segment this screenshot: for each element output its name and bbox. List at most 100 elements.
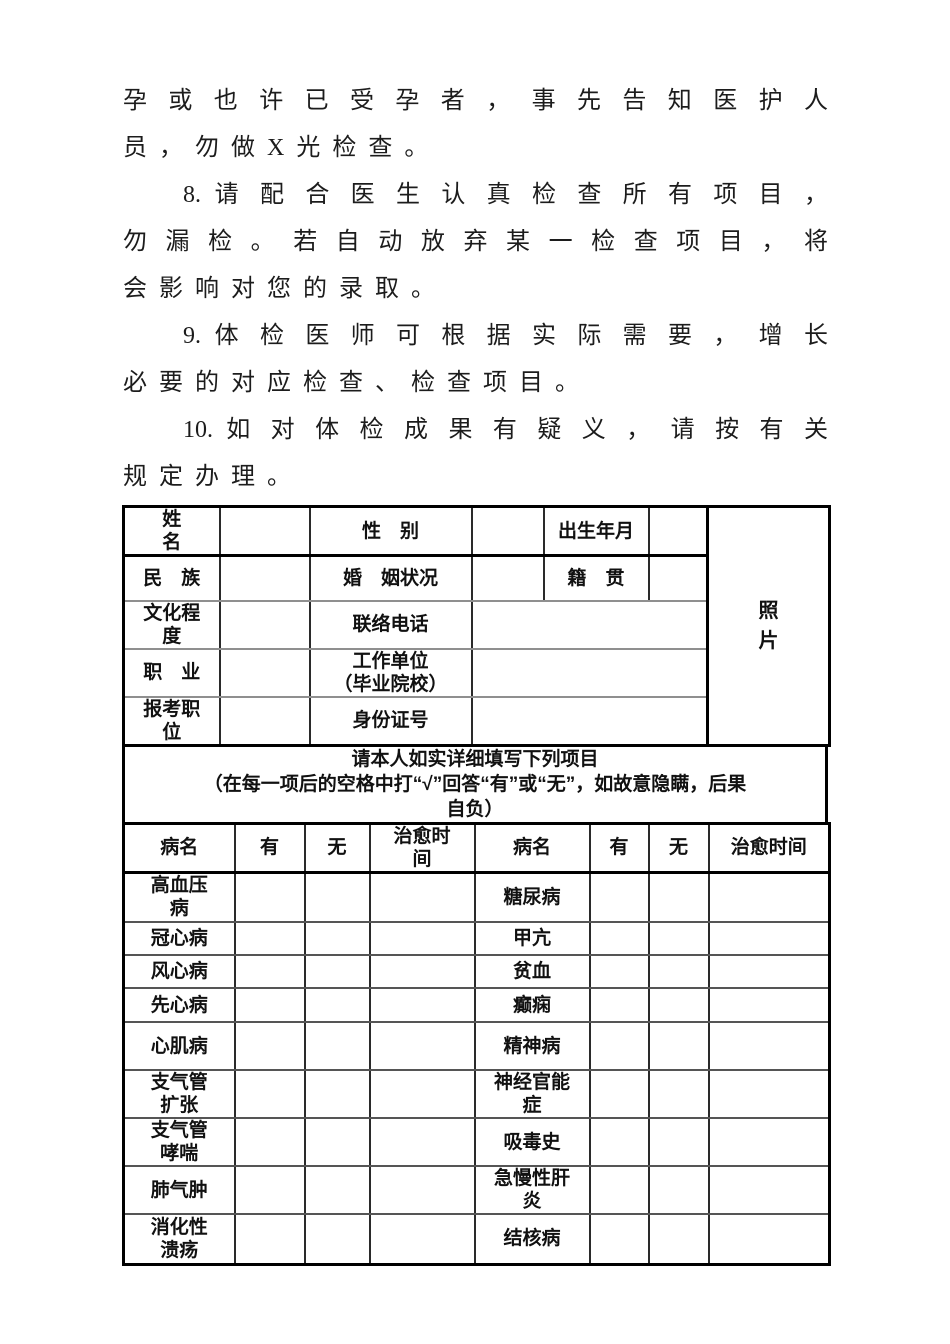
cure-time-cell[interactable] [368,871,476,923]
not-cell[interactable] [303,1021,371,1071]
cure-time-cell[interactable] [368,954,476,989]
has-cell[interactable] [233,871,306,923]
birth-value-cell[interactable] [647,505,709,557]
disease-name: 急慢性肝 炎 [473,1165,591,1215]
photo-cell[interactable]: 照 片 [706,505,831,747]
has-cell[interactable] [588,954,650,989]
not-cell[interactable] [647,1165,710,1215]
instruction-line-10: 10. 如 对 体 检 成 果 有 疑 义 ， 请 按 有 关 [183,417,828,443]
ethnicity-label: 民 族 [122,554,221,602]
not-cell[interactable] [647,954,710,989]
id-label: 身份证号 [308,695,473,746]
has-cell[interactable] [588,987,650,1023]
not-cell[interactable] [647,1021,710,1071]
phone-value-cell[interactable] [470,599,709,650]
workunit-value-cell[interactable] [470,647,709,698]
disease-name: 支气管 扩张 [122,1069,236,1119]
not-cell[interactable] [303,954,371,989]
birth-label: 出生年月 [542,505,650,557]
gender-label: 性 别 [308,505,473,557]
name-value-cell[interactable] [218,505,311,557]
cure-time-cell[interactable] [368,1213,476,1265]
cure-time-cell[interactable] [707,1165,831,1215]
instruction-line: 必 要 的 对 应 检 查 、 检 查 项 目 。 [123,370,579,396]
disease-name: 消化性 溃疡 [122,1213,236,1265]
gender-value-cell[interactable] [470,505,545,557]
has-cell[interactable] [233,921,306,956]
cure-time-cell[interactable] [707,1021,831,1071]
has-cell[interactable] [233,1165,306,1215]
disease-name: 冠心病 [122,921,236,956]
has-cell[interactable] [588,1069,650,1119]
cure-time-cell[interactable] [707,1213,831,1265]
position-value-cell[interactable] [218,695,311,746]
workunit-label: 工作单位 （毕业院校） [308,647,473,698]
occupation-value-cell[interactable] [218,647,311,698]
has-cell[interactable] [588,1021,650,1071]
has-cell[interactable] [233,1021,306,1071]
origin-value-cell[interactable] [647,554,709,602]
has-cell[interactable] [233,1117,306,1167]
disease-name: 风心病 [122,954,236,989]
cure-time-cell[interactable] [368,1165,476,1215]
has-cell[interactable] [233,954,306,989]
not-cell[interactable] [647,1069,710,1119]
cure-time-cell[interactable] [707,954,831,989]
cure-time-cell[interactable] [368,1117,476,1167]
education-value-cell[interactable] [218,599,311,650]
name-label: 姓 名 [122,505,221,557]
disease-name: 神经官能 症 [473,1069,591,1119]
declaration-title: 请本人如实详细填写下列项目 [351,748,599,770]
not-cell[interactable] [647,921,710,956]
has-cell[interactable] [588,1117,650,1167]
marital-label: 婚 姻状况 [308,554,473,602]
has-cell[interactable] [588,921,650,956]
cure-time-header: 治愈时 间 [368,822,476,874]
has-cell[interactable] [233,1213,306,1265]
has-cell[interactable] [233,987,306,1023]
not-cell[interactable] [647,1117,710,1167]
cure-time-cell[interactable] [368,1069,476,1119]
not-cell[interactable] [303,871,371,923]
cure-time-cell[interactable] [707,987,831,1023]
not-cell[interactable] [303,1165,371,1215]
cure-time-cell[interactable] [707,1117,831,1167]
cure-time-cell[interactable] [368,987,476,1023]
not-cell[interactable] [303,1213,371,1265]
not-cell[interactable] [303,987,371,1023]
instruction-line: 会 影 响 对 您 的 录 取 。 [123,276,435,302]
has-cell[interactable] [233,1069,306,1119]
instruction-line: 规 定 办 理 。 [123,464,291,490]
cure-time-cell[interactable] [707,921,831,956]
has-cell[interactable] [588,1213,650,1265]
instruction-line: 孕 或 也 许 已 受 孕 者 ， 事 先 告 知 医 护 人 [123,88,828,114]
not-header: 无 [647,822,710,874]
has-cell[interactable] [588,1165,650,1215]
ethnicity-value-cell[interactable] [218,554,311,602]
has-cell[interactable] [588,871,650,923]
not-cell[interactable] [647,1213,710,1265]
not-cell[interactable] [647,987,710,1023]
disease-name: 肺气肿 [122,1165,236,1215]
phone-label: 联络电话 [308,599,473,650]
cure-time-cell[interactable] [707,871,831,923]
not-header: 无 [303,822,371,874]
not-cell[interactable] [303,1069,371,1119]
disease-history-table: 病名 有 无 治愈时 间 病名 有 无 治愈时间 高血压 病 糖尿病 冠心病 甲… [122,821,831,1266]
disease-name: 糖尿病 [473,871,591,923]
id-value-cell[interactable] [470,695,709,746]
disease-name: 支气管 哮喘 [122,1117,236,1167]
cure-time-cell[interactable] [368,921,476,956]
not-cell[interactable] [647,871,710,923]
cure-time-cell[interactable] [368,1021,476,1071]
disease-name-header: 病名 [122,822,236,874]
disease-name: 贫血 [473,954,591,989]
has-header: 有 [588,822,650,874]
instruction-line: 员 ， 勿 做 X 光 检 查 。 [123,135,429,161]
marital-value-cell[interactable] [470,554,545,602]
instructions-block: 孕 或 也 许 已 受 孕 者 ， 事 先 告 知 医 护 人 员 ， 勿 做 … [0,0,828,501]
not-cell[interactable] [303,1117,371,1167]
not-cell[interactable] [303,921,371,956]
cure-time-cell[interactable] [707,1069,831,1119]
disease-name: 甲亢 [473,921,591,956]
